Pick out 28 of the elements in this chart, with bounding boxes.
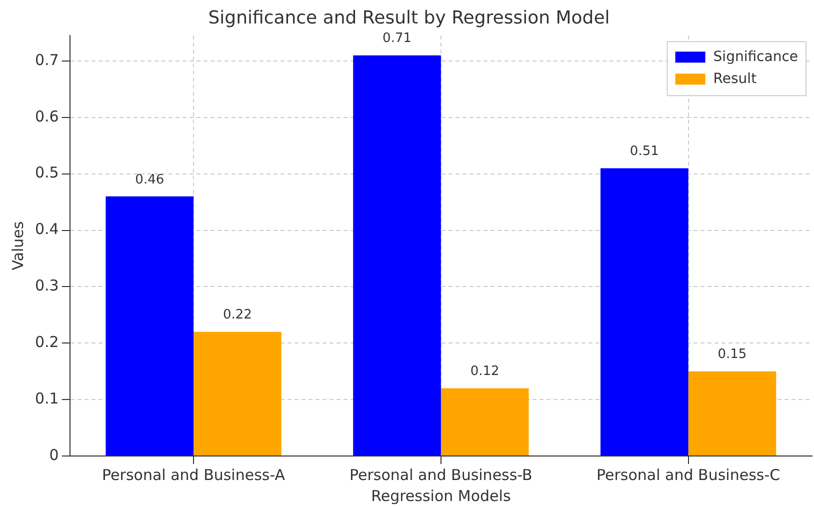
legend-label: Significance: [713, 49, 798, 66]
bar: [600, 168, 688, 456]
data-label: 0.46: [135, 172, 164, 188]
data-label: 0.71: [382, 31, 412, 46]
y-tick-label: 0.7: [34, 50, 59, 69]
x-axis-title: Regression Models: [371, 486, 511, 505]
data-label: 0.15: [718, 347, 747, 362]
y-tick-label: 0.4: [34, 220, 59, 238]
bar: [440, 388, 529, 456]
y-tick-label: 0.1: [34, 389, 59, 408]
data-label: 0.51: [630, 144, 659, 160]
bar: [194, 332, 282, 456]
y-tick-label: 0: [49, 446, 59, 464]
bar: [106, 196, 194, 456]
chart-title: Significance and Result by Regression Model: [208, 7, 610, 28]
x-tick-label: Personal and Business-C: [596, 466, 780, 484]
data-label: 0.12: [470, 364, 500, 380]
legend-label: Result: [713, 71, 758, 88]
y-tick-label: 0.3: [34, 276, 59, 295]
bar: [353, 55, 441, 456]
y-axis-title: Values: [8, 221, 27, 270]
bar: [688, 371, 776, 456]
y-tick-label: 0.2: [34, 333, 59, 352]
x-tick-label: Personal and Business-B: [350, 466, 532, 484]
x-tick-label: Personal and Business-A: [102, 466, 286, 484]
data-label: 0.22: [222, 308, 252, 323]
y-tick-label: 0.5: [34, 164, 59, 182]
y-tick-label: 0.6: [34, 107, 59, 126]
